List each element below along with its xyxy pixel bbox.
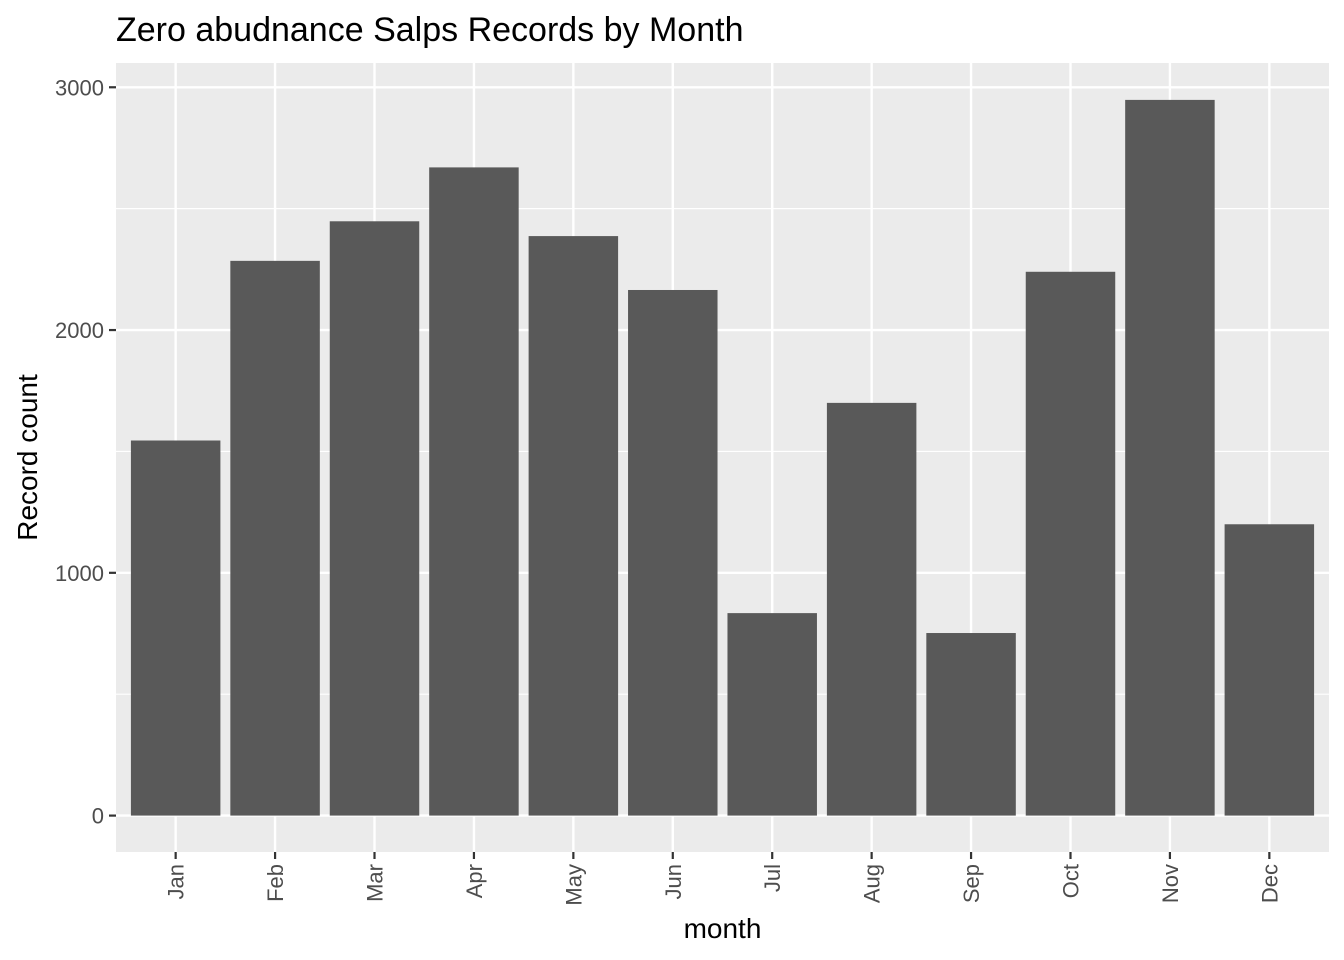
x-tick-label: Sep xyxy=(959,864,984,903)
x-axis: Jan Feb Mar Apr May Jun Jul Aug Sep Oct Nov Dec xyxy=(164,852,1282,906)
bar-aug xyxy=(826,402,917,816)
x-tick-label: Dec xyxy=(1257,864,1282,903)
bar-may xyxy=(528,236,619,816)
bar-jan xyxy=(130,440,221,816)
x-tick-label: Jun xyxy=(661,864,686,899)
bar-jun xyxy=(628,289,718,816)
bar-sep xyxy=(926,633,1016,816)
x-tick-label: Jan xyxy=(164,864,189,899)
x-tick-label: Oct xyxy=(1058,864,1083,898)
chart-title: Zero abudnance Salps Records by Month xyxy=(116,11,743,49)
x-tick-label: Jul xyxy=(760,864,785,892)
x-tick-label: Apr xyxy=(462,864,487,898)
x-tick-label: Feb xyxy=(263,864,288,902)
bar-nov xyxy=(1125,99,1215,816)
y-tick-label: 3000 xyxy=(55,75,104,100)
x-axis-title: month xyxy=(684,913,762,944)
x-tick-label: Mar xyxy=(363,864,388,902)
x-tick-label: Aug xyxy=(860,864,885,903)
y-tick-label: 1000 xyxy=(55,561,104,586)
bar-feb xyxy=(230,260,320,816)
y-tick-label: 0 xyxy=(92,804,104,829)
y-axis: 0 1000 2000 3000 xyxy=(55,75,116,829)
x-tick-label: Nov xyxy=(1158,864,1183,903)
bar-mar xyxy=(329,221,420,816)
bar-dec xyxy=(1224,524,1315,816)
bar-oct xyxy=(1025,271,1116,816)
bar-apr xyxy=(429,167,519,816)
bar-jul xyxy=(727,613,817,816)
bars xyxy=(130,99,1315,816)
x-tick-label: May xyxy=(561,864,586,906)
y-tick-label: 2000 xyxy=(55,318,104,343)
y-axis-title: Record count xyxy=(12,374,43,541)
